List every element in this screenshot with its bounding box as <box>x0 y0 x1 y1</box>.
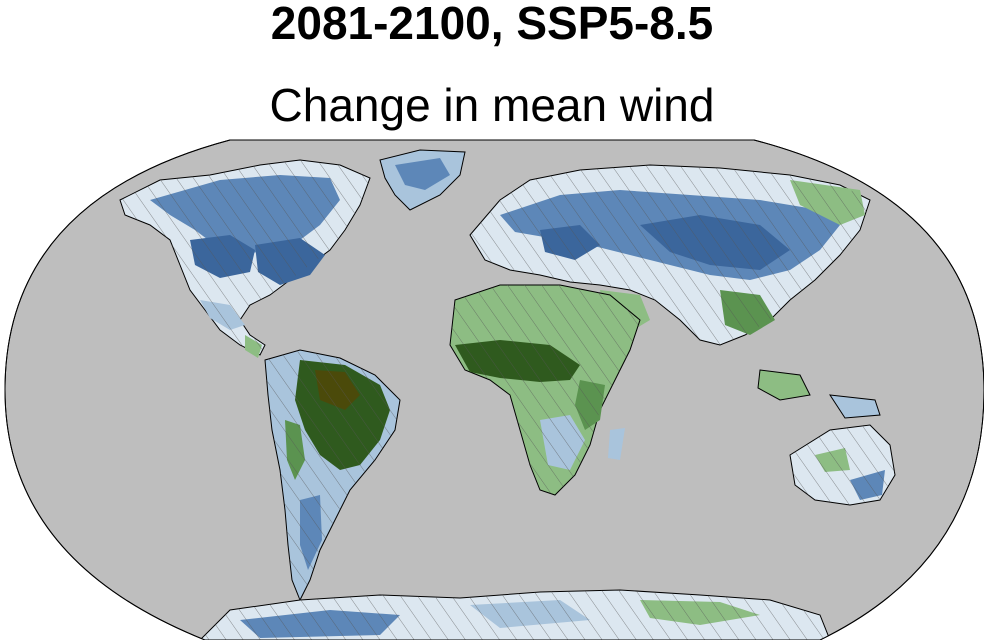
map-subtitle: Change in mean wind <box>269 79 715 131</box>
greenland <box>379 149 466 211</box>
globe-outline <box>4 139 984 640</box>
map-title: 2081-2100, SSP5-8.5 <box>270 0 714 49</box>
significance-hatching <box>120 160 895 640</box>
maritime-continent <box>757 369 881 419</box>
